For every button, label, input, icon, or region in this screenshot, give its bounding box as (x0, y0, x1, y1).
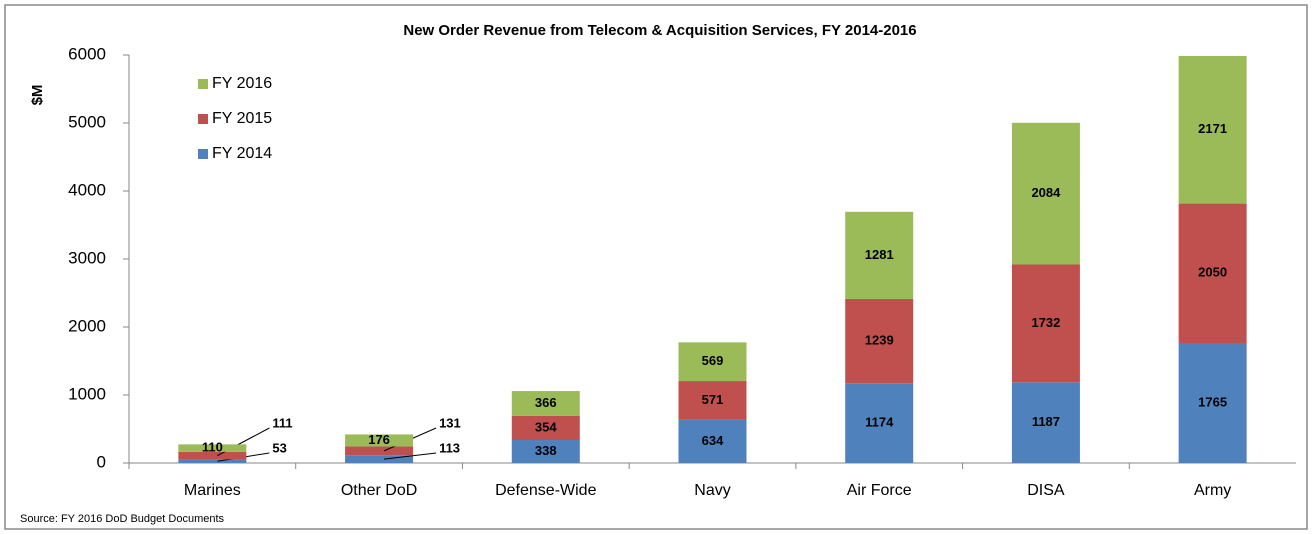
data-label: 354 (535, 419, 557, 434)
bar-segment (1011, 382, 1080, 463)
y-axis-label: $M (29, 85, 46, 106)
bar-segment (845, 211, 914, 299)
data-label: 131 (439, 415, 461, 430)
bar-segment (845, 298, 914, 384)
data-label: 1239 (865, 332, 894, 347)
y-tick-label: 6000 (68, 44, 106, 63)
bar-segment (1178, 203, 1247, 343)
data-label: 176 (368, 432, 390, 447)
data-label: 571 (702, 392, 724, 407)
data-label: 2050 (1198, 265, 1227, 280)
legend-swatch (198, 149, 208, 159)
legend-swatch (198, 114, 208, 124)
data-label: 1281 (865, 247, 894, 262)
data-label: 2084 (1031, 185, 1061, 200)
chart-title: New Order Revenue from Telecom & Acquisi… (403, 22, 916, 39)
data-label: 634 (702, 433, 724, 448)
source-note: Source: FY 2016 DoD Budget Documents (20, 513, 225, 525)
bar-segment (345, 446, 414, 456)
chart-frame (4, 4, 1308, 530)
x-tick-label: Marines (184, 482, 241, 499)
data-label: 1765 (1198, 394, 1227, 409)
bar-segment (1011, 122, 1080, 265)
x-tick-label: Navy (694, 482, 730, 499)
data-label: 1732 (1031, 315, 1060, 330)
bar-segment (678, 419, 747, 463)
y-tick-label: 0 (97, 452, 106, 471)
data-label: 2171 (1198, 121, 1227, 136)
data-label: 338 (535, 443, 557, 458)
bar-segment (511, 391, 580, 416)
data-label: 366 (535, 395, 557, 410)
bar-segment (1011, 264, 1080, 383)
y-tick-label: 2000 (68, 316, 106, 335)
legend-label: FY 2016 (212, 75, 272, 92)
x-tick-label: Other DoD (341, 482, 417, 499)
bar-segment (845, 383, 914, 463)
bar-segment (178, 459, 247, 463)
bar-segment (511, 440, 580, 463)
bar-segment (1178, 55, 1247, 204)
x-tick-label: DISA (1027, 482, 1065, 499)
bar-segment (178, 444, 247, 452)
data-label: 111 (272, 415, 292, 430)
x-tick-label: Army (1194, 482, 1231, 499)
bar-segment (178, 451, 247, 460)
y-tick-label: 1000 (68, 384, 106, 403)
legend-label: FY 2015 (212, 110, 272, 127)
data-label: 569 (702, 353, 724, 368)
legend-swatch (198, 79, 208, 89)
bar-segment (511, 415, 580, 441)
data-label: 113 (439, 440, 460, 455)
y-tick-label: 3000 (68, 248, 106, 267)
bar-segment (345, 455, 414, 463)
legend-label: FY 2014 (212, 145, 272, 162)
data-label: 53 (272, 440, 286, 455)
y-tick-label: 5000 (68, 112, 106, 131)
x-tick-label: Air Force (847, 482, 912, 499)
x-tick-label: Defense-Wide (495, 482, 596, 499)
data-label: 110 (202, 440, 223, 455)
bar-segment (678, 342, 747, 382)
data-label: 1174 (865, 415, 894, 430)
y-tick-label: 4000 (68, 180, 106, 199)
bar-segment (678, 381, 747, 420)
bar-segment (345, 434, 414, 447)
data-label: 1187 (1032, 414, 1060, 429)
leader-line (384, 452, 437, 460)
bar-segment (1178, 342, 1247, 463)
